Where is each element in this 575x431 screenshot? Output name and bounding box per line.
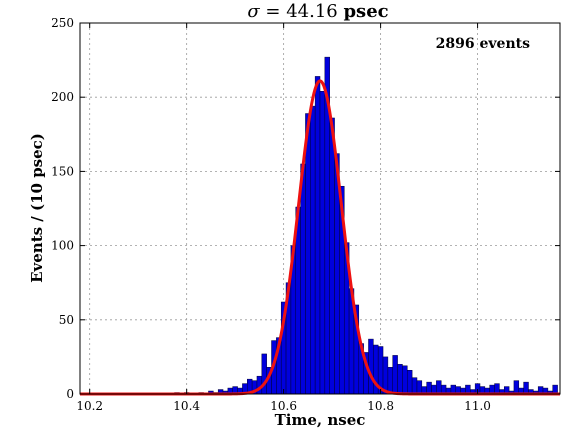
histogram-bar	[416, 380, 423, 395]
histogram-bar	[397, 364, 403, 395]
histogram-bar	[300, 163, 306, 395]
y-tick-label: 100	[51, 239, 74, 253]
y-tick-label: 50	[59, 313, 74, 327]
title-value: = 44.16	[260, 1, 344, 22]
y-tick-label: 250	[51, 16, 74, 30]
histogram-bar	[310, 105, 316, 395]
histogram-bar	[436, 380, 442, 395]
histogram-bar	[329, 117, 335, 395]
plot-frame	[79, 22, 561, 395]
histogram-bar	[411, 377, 418, 395]
histogram-bar	[314, 76, 321, 395]
x-tick-label: 10.4	[173, 399, 200, 413]
histogram-bar	[368, 338, 374, 395]
histogram-bar	[392, 355, 398, 395]
histogram-bar	[523, 381, 529, 395]
y-tick-label: 0	[66, 387, 74, 401]
x-tick-label: 10.2	[76, 399, 103, 413]
histogram-bar	[402, 365, 408, 395]
histogram-bar	[407, 370, 413, 395]
histogram-bar	[382, 356, 389, 395]
histogram-bar	[513, 380, 520, 395]
title-unit: psec	[343, 1, 388, 22]
title-sigma: σ	[247, 1, 260, 22]
histogram-bar	[305, 113, 311, 395]
event-count-annotation: 2896 events	[436, 36, 530, 52]
histogram-bar	[426, 381, 432, 395]
x-axis-label: Time, nsec	[275, 411, 366, 429]
axis-ticks: 10.2 10.4 10.6 10.8 11.0 0 50 100 150 200 250	[51, 16, 560, 413]
histogram-bars	[174, 56, 558, 395]
y-tick-label: 200	[51, 90, 74, 104]
histogram-bar	[387, 367, 393, 395]
y-axis-label: Events / (10 psec)	[28, 133, 46, 283]
histogram-bar	[319, 91, 326, 395]
x-tick-label: 10.8	[367, 399, 394, 413]
y-tick-label: 150	[51, 164, 74, 178]
histogram-bar	[261, 353, 267, 395]
x-tick-label: 10.6	[270, 399, 297, 413]
histogram-bar	[494, 383, 500, 395]
chart-title: σ = 44.16 psec	[247, 1, 388, 22]
x-tick-label: 11.0	[464, 399, 491, 413]
